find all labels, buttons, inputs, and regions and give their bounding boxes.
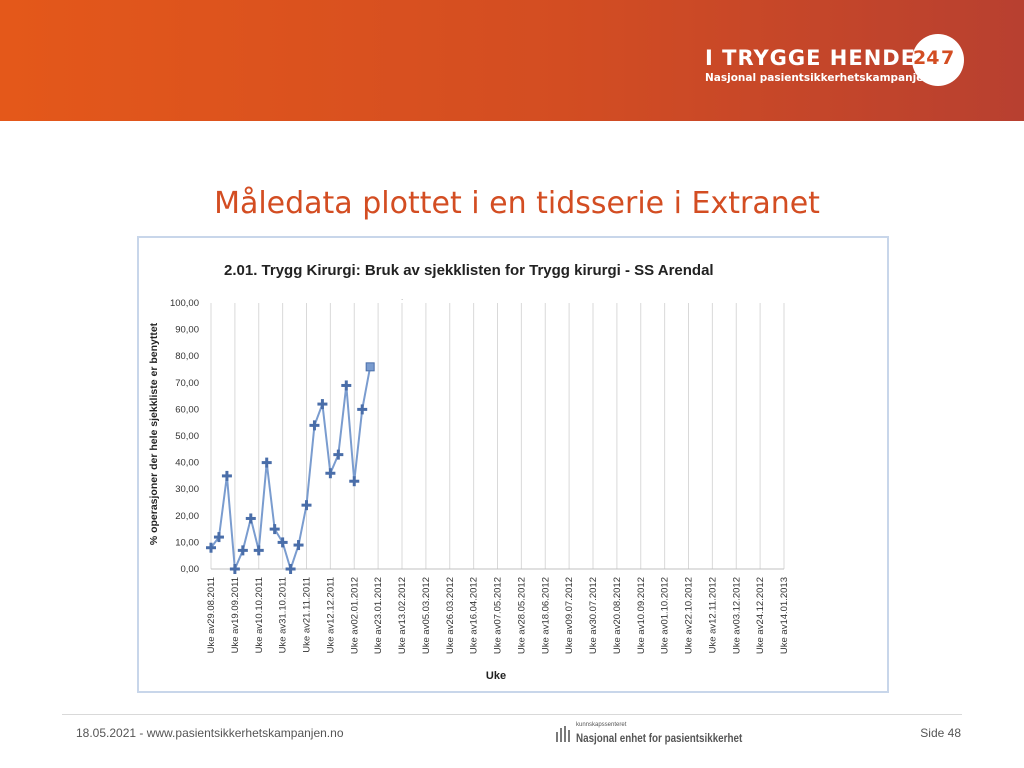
slide-title: Måledata plottet i en tidsserie i Extran… xyxy=(214,186,820,221)
badge-hours: 24 xyxy=(913,47,940,69)
data-point-marker xyxy=(253,545,264,556)
footer-date-url: 18.05.2021 - www.pasientsikkerhetskampan… xyxy=(76,726,344,740)
org-small-text: kunnskapssenteret xyxy=(576,722,627,728)
data-point-marker xyxy=(213,532,224,543)
data-point-marker xyxy=(333,449,344,460)
y-tick-label: 80,00 xyxy=(175,351,199,362)
y-tick-label: 20,00 xyxy=(175,511,199,522)
x-tick-label: Uke av24.12.2012 xyxy=(755,577,766,654)
y-tick-label: 40,00 xyxy=(175,458,199,469)
org-name: Nasjonal enhet for pasientsikkerhet xyxy=(576,731,743,745)
y-axis-label: % operasjoner der hele sjekkliste er ben… xyxy=(148,322,160,545)
page-number: Side 48 xyxy=(920,726,961,740)
y-tick-label: 90,00 xyxy=(175,325,199,336)
data-point-marker xyxy=(357,404,368,415)
x-tick-label: Uke av12.11.2012 xyxy=(707,577,718,653)
y-tick-label: 0,00 xyxy=(181,564,200,575)
x-tick-label: Uke av18.06.2012 xyxy=(540,577,551,654)
data-point-marker xyxy=(245,513,256,524)
line-chart: 2.01. Trygg Kirurgi: Bruk av sjekklisten… xyxy=(148,262,790,682)
data-point-marker xyxy=(317,399,328,410)
data-point-marker xyxy=(277,537,288,548)
chart-title: 2.01. Trygg Kirurgi: Bruk av sjekklisten… xyxy=(224,262,714,279)
x-tick-label: Uke av10.09.2012 xyxy=(636,577,647,654)
x-tick-label: Uke av28.05.2012 xyxy=(516,577,527,654)
x-tick-label: Uke av29.08.2011 xyxy=(206,577,217,653)
x-tick-label: Uke av07.05.2012 xyxy=(493,577,504,654)
chart-frame: 2.01. Trygg Kirurgi: Bruk av sjekklisten… xyxy=(137,236,889,693)
chart-dot-artifact: . xyxy=(401,293,403,302)
data-point-marker xyxy=(309,420,320,431)
x-tick-label: Uke av01.10.2012 xyxy=(660,577,671,654)
x-tick-label: Uke av03.12.2012 xyxy=(731,577,742,654)
data-point-marker xyxy=(237,545,248,556)
data-point-marker xyxy=(285,564,296,574)
data-point-marker xyxy=(221,470,232,481)
x-tick-label: Uke av23.01.2012 xyxy=(373,577,384,654)
badge-days: 7 xyxy=(941,47,955,69)
x-tick-label: Uke av14.01.2013 xyxy=(779,577,790,654)
header-banner xyxy=(0,0,1024,121)
data-point-marker xyxy=(301,500,312,511)
x-tick-label: Uke av30.07.2012 xyxy=(588,577,599,654)
x-tick-label: Uke av22.10.2012 xyxy=(684,577,695,654)
data-point-marker xyxy=(341,380,352,391)
data-point-marker xyxy=(349,476,360,487)
org-bars-icon xyxy=(556,726,572,742)
footer-divider xyxy=(62,714,962,715)
campaign-logo: I TRYGGE HENDER Nasjonal pasientsikkerhe… xyxy=(705,46,933,85)
y-tick-label: 10,00 xyxy=(175,537,199,548)
x-tick-label: Uke av16.04.2012 xyxy=(469,577,480,654)
data-point-marker xyxy=(269,524,280,535)
data-point-marker xyxy=(229,564,240,574)
x-tick-label: Uke av13.02.2012 xyxy=(397,577,408,654)
brand-subtitle: Nasjonal pasientsikkerhetskampanje xyxy=(705,72,924,84)
x-axis-label: Uke xyxy=(486,670,506,682)
y-tick-label: 100,00 xyxy=(170,298,199,309)
x-tick-label: Uke av19.09.2011 xyxy=(230,577,241,653)
x-tick-label: Uke av26.03.2012 xyxy=(445,577,456,654)
x-tick-label: Uke av31.10.2011 xyxy=(278,577,289,653)
data-point-marker xyxy=(206,542,216,553)
data-point-marker xyxy=(293,540,304,551)
x-tick-label: Uke av21.11.2011 xyxy=(302,577,313,653)
data-point-marker xyxy=(365,362,375,372)
x-tick-label: Uke av09.07.2012 xyxy=(564,577,575,654)
y-tick-label: 50,00 xyxy=(175,431,199,442)
x-tick-label: Uke av02.01.2012 xyxy=(349,577,360,654)
brand-title: I TRYGGE HENDER xyxy=(705,46,934,70)
y-tick-label: 60,00 xyxy=(175,404,199,415)
x-tick-label: Uke av12.12.2011 xyxy=(325,577,336,653)
x-tick-label: Uke av20.08.2012 xyxy=(612,577,623,654)
y-tick-label: 70,00 xyxy=(175,378,199,389)
brand-badge: 24 7 xyxy=(912,34,964,86)
y-tick-label: 30,00 xyxy=(175,484,199,495)
data-point-marker xyxy=(325,468,336,479)
x-tick-label: Uke av05.03.2012 xyxy=(421,577,432,654)
data-point-marker xyxy=(261,457,272,468)
x-tick-label: Uke av10.10.2011 xyxy=(254,577,265,653)
